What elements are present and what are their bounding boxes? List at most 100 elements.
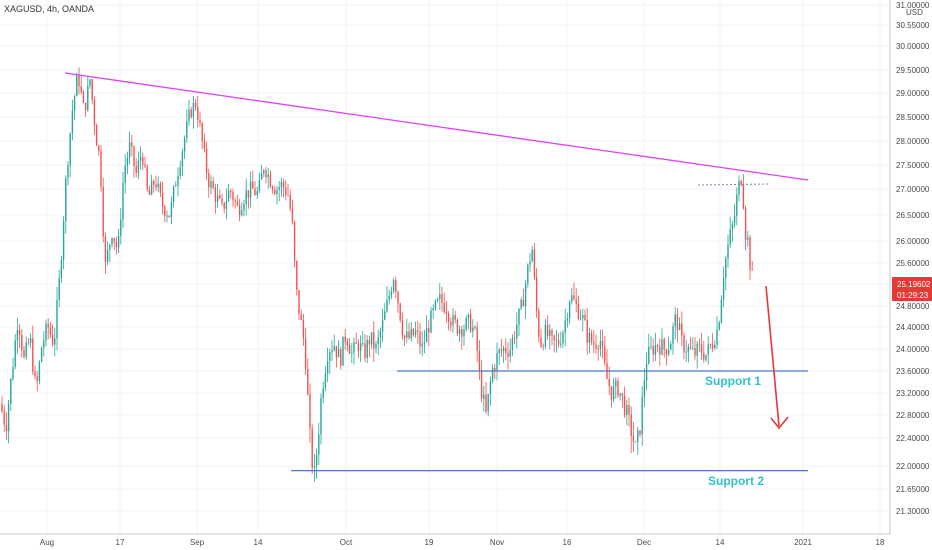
- candle-body: [1, 404, 3, 412]
- candle-body: [179, 167, 181, 177]
- candle-body: [76, 75, 78, 97]
- candle-body: [531, 249, 533, 262]
- candle-body: [527, 264, 529, 284]
- candle-body: [656, 344, 659, 347]
- candle-body: [722, 277, 725, 300]
- candle-body: [344, 336, 346, 342]
- candle-body: [672, 326, 674, 344]
- peak-dotted-line: [697, 183, 771, 186]
- candle-body: [78, 75, 80, 87]
- candle-body: [478, 351, 481, 371]
- x-tick-label: Oct: [340, 538, 353, 547]
- candle-body: [54, 338, 56, 345]
- candle-body: [258, 179, 261, 192]
- candle-body: [225, 201, 228, 209]
- candle-body: [742, 184, 745, 209]
- candle-body: [443, 302, 445, 312]
- candle-body: [285, 187, 287, 195]
- y-tick-label: 28.50000: [896, 113, 930, 122]
- candle-body: [210, 181, 212, 188]
- candle-body: [87, 85, 89, 111]
- price-axis[interactable]: USD 31.00000 30.55000 30.00000 29.50000 29.0…: [889, 0, 932, 534]
- candle-body: [588, 333, 591, 343]
- candle-body: [634, 441, 637, 443]
- candle-body: [346, 341, 349, 345]
- candle-body: [315, 454, 318, 466]
- candle-body: [188, 109, 190, 122]
- candle-body: [359, 343, 362, 352]
- candle-body: [23, 349, 25, 357]
- candle-body: [432, 308, 434, 311]
- candle-body: [247, 190, 250, 198]
- candle-body: [186, 121, 188, 139]
- candle-body: [51, 334, 54, 345]
- time-axis[interactable]: Aug 17 Sep 14 Oct 19 Nov 16 Dec 14 2021 18: [0, 533, 890, 547]
- candle-body: [289, 194, 291, 209]
- candle-body: [612, 386, 615, 400]
- candle-body: [445, 311, 448, 314]
- candle-body: [593, 342, 595, 345]
- candle-body: [733, 216, 736, 224]
- candle-body: [212, 181, 214, 189]
- candle-body: [355, 342, 357, 344]
- candle-body: [304, 338, 307, 369]
- candle-body: [518, 308, 520, 325]
- candle-body: [469, 314, 472, 332]
- candle-body: [95, 125, 98, 146]
- candle-body: [747, 237, 749, 240]
- candle-body: [641, 396, 643, 435]
- candle-body: [302, 319, 305, 339]
- candle-body: [639, 430, 641, 435]
- candle-body: [557, 340, 560, 345]
- candle-body: [573, 295, 575, 300]
- y-tick-label: 22.80000: [896, 411, 930, 420]
- candle-body: [91, 79, 93, 100]
- candle-body: [223, 202, 225, 209]
- candle-body: [711, 344, 714, 349]
- plot-area: [0, 0, 890, 534]
- countdown: 01:29:23: [897, 291, 929, 300]
- candle-body: [621, 393, 624, 396]
- candle-body: [148, 189, 151, 195]
- candle-body: [194, 102, 197, 108]
- candle-body: [447, 313, 450, 322]
- candle-body: [678, 323, 681, 331]
- current-price: 25.19602: [897, 280, 931, 289]
- candle-body: [243, 203, 245, 211]
- candle-body: [707, 344, 709, 355]
- x-tick-label: 2021: [794, 538, 812, 547]
- candle-body: [142, 157, 144, 165]
- candle-body: [7, 403, 10, 432]
- candle-body: [192, 102, 195, 118]
- candle-body: [483, 394, 485, 399]
- candle-body: [582, 314, 584, 319]
- candle-body: [384, 311, 386, 320]
- candle-body: [544, 324, 547, 347]
- candle-body: [326, 361, 329, 374]
- candle-body: [456, 319, 459, 334]
- candle-body: [681, 323, 683, 336]
- y-tick-label: 29.50000: [896, 66, 930, 75]
- candle-body: [269, 174, 272, 187]
- candle-body: [357, 343, 360, 352]
- candle-body: [520, 299, 522, 309]
- candle-body: [311, 428, 313, 468]
- candle-body: [555, 340, 558, 341]
- candle-body: [287, 194, 289, 196]
- candle-body: [139, 157, 142, 161]
- candle-body: [689, 346, 692, 349]
- candle-body: [654, 344, 657, 355]
- candle-body: [38, 362, 41, 382]
- candle-body: [522, 299, 525, 307]
- x-tick-label: Dec: [637, 538, 651, 547]
- x-tick-label: 19: [425, 538, 434, 547]
- candle-body: [146, 166, 148, 190]
- candle-body: [617, 380, 619, 396]
- candle-body: [362, 343, 364, 345]
- candle-body: [562, 332, 564, 344]
- candle-body: [489, 381, 492, 394]
- candle-body: [428, 328, 430, 333]
- candle-body: [692, 348, 694, 349]
- candle-body: [333, 346, 335, 351]
- candle-body: [282, 181, 285, 188]
